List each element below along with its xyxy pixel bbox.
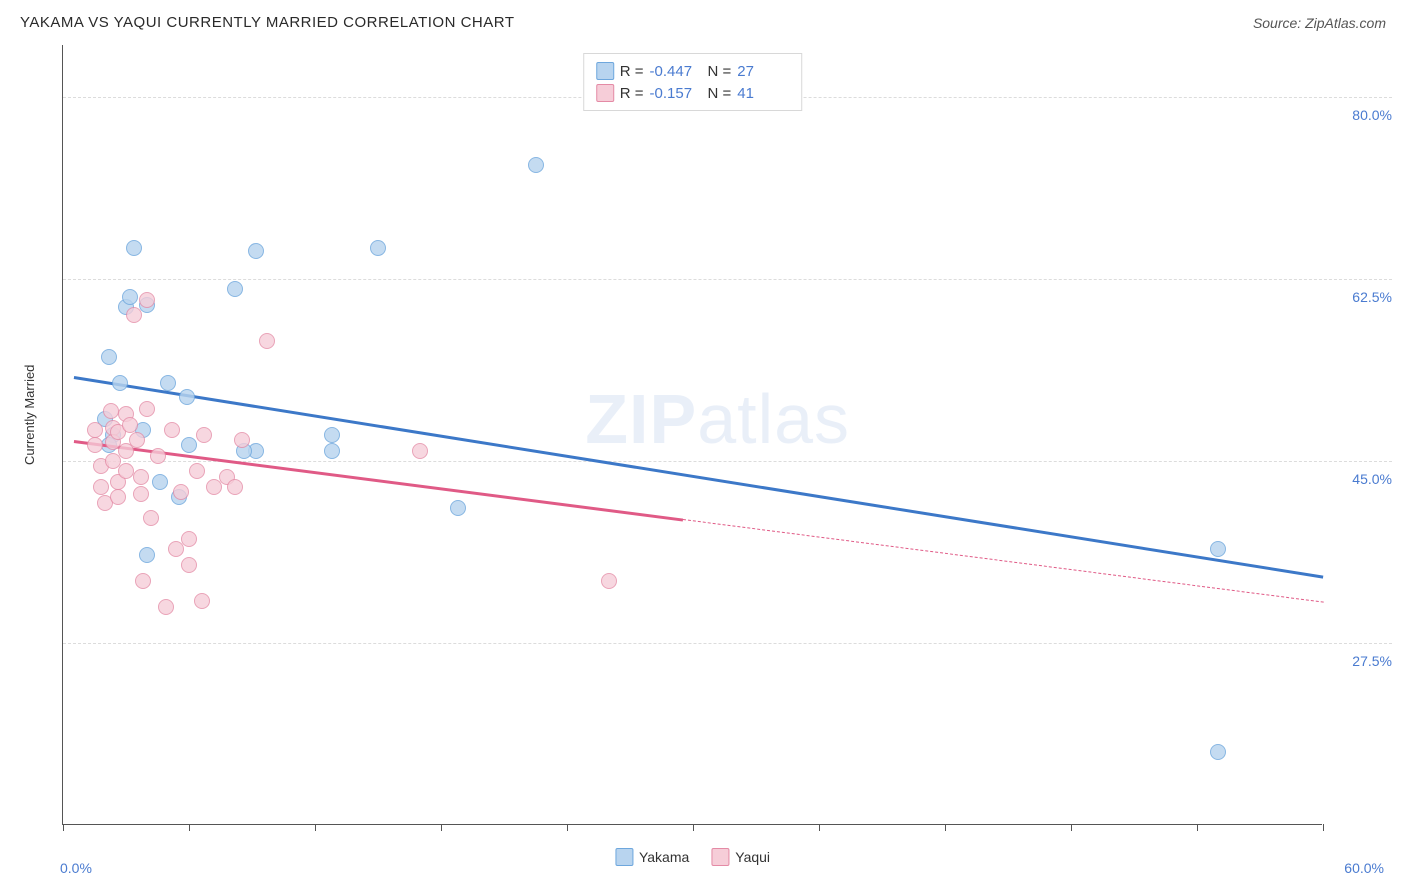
data-point-yaqui: [139, 292, 155, 308]
data-point-yaqui: [126, 307, 142, 323]
data-point-yaqui: [122, 417, 138, 433]
data-point-yaqui: [135, 573, 151, 589]
watermark-right: atlas: [697, 380, 850, 458]
gridline: [63, 461, 1392, 462]
data-point-yakama: [370, 240, 386, 256]
swatch-yakama: [596, 62, 614, 80]
y-tick-label: 62.5%: [1332, 289, 1392, 305]
x-tick: [189, 824, 190, 831]
y-axis-label: Currently Married: [22, 365, 37, 465]
legend-stats: R = -0.447 N = 27 R = -0.157 N = 41: [583, 53, 803, 111]
data-point-yaqui: [133, 486, 149, 502]
data-point-yakama: [152, 474, 168, 490]
data-point-yaqui: [412, 443, 428, 459]
data-point-yakama: [122, 289, 138, 305]
data-point-yaqui: [181, 531, 197, 547]
data-point-yaqui: [103, 403, 119, 419]
data-point-yaqui: [133, 469, 149, 485]
data-point-yakama: [160, 375, 176, 391]
data-point-yakama: [324, 443, 340, 459]
x-tick: [63, 824, 64, 831]
r-label: R =: [620, 63, 644, 80]
data-point-yakama: [101, 349, 117, 365]
x-tick: [693, 824, 694, 831]
n-value-yaqui: 41: [737, 85, 789, 102]
x-tick: [1071, 824, 1072, 831]
data-point-yaqui: [173, 484, 189, 500]
data-point-yakama: [1210, 541, 1226, 557]
data-point-yaqui: [234, 432, 250, 448]
data-point-yaqui: [150, 448, 166, 464]
data-point-yaqui: [181, 557, 197, 573]
plot-region: ZIPatlas R = -0.447 N = 27 R = -0.157 N …: [62, 45, 1322, 825]
data-point-yaqui: [259, 333, 275, 349]
data-point-yaqui: [158, 599, 174, 615]
data-point-yaqui: [110, 489, 126, 505]
data-point-yaqui: [118, 463, 134, 479]
gridline: [63, 279, 1392, 280]
x-tick: [441, 824, 442, 831]
watermark: ZIPatlas: [585, 379, 850, 459]
legend-label-yakama: Yakama: [639, 849, 689, 865]
x-tick: [945, 824, 946, 831]
data-point-yaqui: [87, 422, 103, 438]
data-point-yaqui: [194, 593, 210, 609]
data-point-yaqui: [139, 401, 155, 417]
source-attribution: Source: ZipAtlas.com: [1253, 15, 1386, 31]
r-value-yaqui: -0.157: [650, 85, 702, 102]
data-point-yakama: [181, 437, 197, 453]
data-point-yaqui: [164, 422, 180, 438]
data-point-yakama: [450, 500, 466, 516]
data-point-yakama: [1210, 744, 1226, 760]
chart-title: YAKAMA VS YAQUI CURRENTLY MARRIED CORREL…: [20, 14, 514, 31]
header: YAKAMA VS YAQUI CURRENTLY MARRIED CORREL…: [0, 0, 1406, 41]
data-point-yaqui: [129, 432, 145, 448]
n-label: N =: [708, 63, 732, 80]
gridline: [63, 643, 1392, 644]
data-point-yakama: [227, 281, 243, 297]
y-tick-label: 45.0%: [1332, 471, 1392, 487]
swatch-yaqui: [596, 84, 614, 102]
data-point-yaqui: [189, 463, 205, 479]
legend-series: Yakama Yaqui: [615, 848, 770, 866]
x-axis-min-label: 0.0%: [60, 860, 92, 876]
x-tick: [1197, 824, 1198, 831]
legend-stats-row-yakama: R = -0.447 N = 27: [596, 60, 790, 82]
n-label: N =: [708, 85, 732, 102]
legend-stats-row-yaqui: R = -0.157 N = 41: [596, 82, 790, 104]
x-tick: [819, 824, 820, 831]
legend-label-yaqui: Yaqui: [735, 849, 770, 865]
data-point-yaqui: [227, 479, 243, 495]
data-point-yaqui: [87, 437, 103, 453]
y-tick-label: 80.0%: [1332, 107, 1392, 123]
x-tick: [1323, 824, 1324, 831]
data-point-yakama: [179, 389, 195, 405]
legend-item-yaqui: Yaqui: [711, 848, 770, 866]
data-point-yaqui: [196, 427, 212, 443]
x-tick: [567, 824, 568, 831]
r-label: R =: [620, 85, 644, 102]
x-tick: [315, 824, 316, 831]
n-value-yakama: 27: [737, 63, 789, 80]
data-point-yakama: [248, 243, 264, 259]
y-tick-label: 27.5%: [1332, 653, 1392, 669]
r-value-yakama: -0.447: [650, 63, 702, 80]
data-point-yakama: [139, 547, 155, 563]
data-point-yaqui: [143, 510, 159, 526]
data-point-yakama: [528, 157, 544, 173]
trend-line: [73, 376, 1323, 578]
data-point-yakama: [112, 375, 128, 391]
watermark-left: ZIP: [585, 380, 697, 458]
data-point-yakama: [126, 240, 142, 256]
swatch-yaqui-icon: [711, 848, 729, 866]
x-axis-max-label: 60.0%: [1344, 860, 1384, 876]
swatch-yakama-icon: [615, 848, 633, 866]
data-point-yaqui: [601, 573, 617, 589]
data-point-yaqui: [93, 479, 109, 495]
chart-area: Currently Married ZIPatlas R = -0.447 N …: [20, 45, 1396, 892]
data-point-yakama: [324, 427, 340, 443]
legend-item-yakama: Yakama: [615, 848, 689, 866]
